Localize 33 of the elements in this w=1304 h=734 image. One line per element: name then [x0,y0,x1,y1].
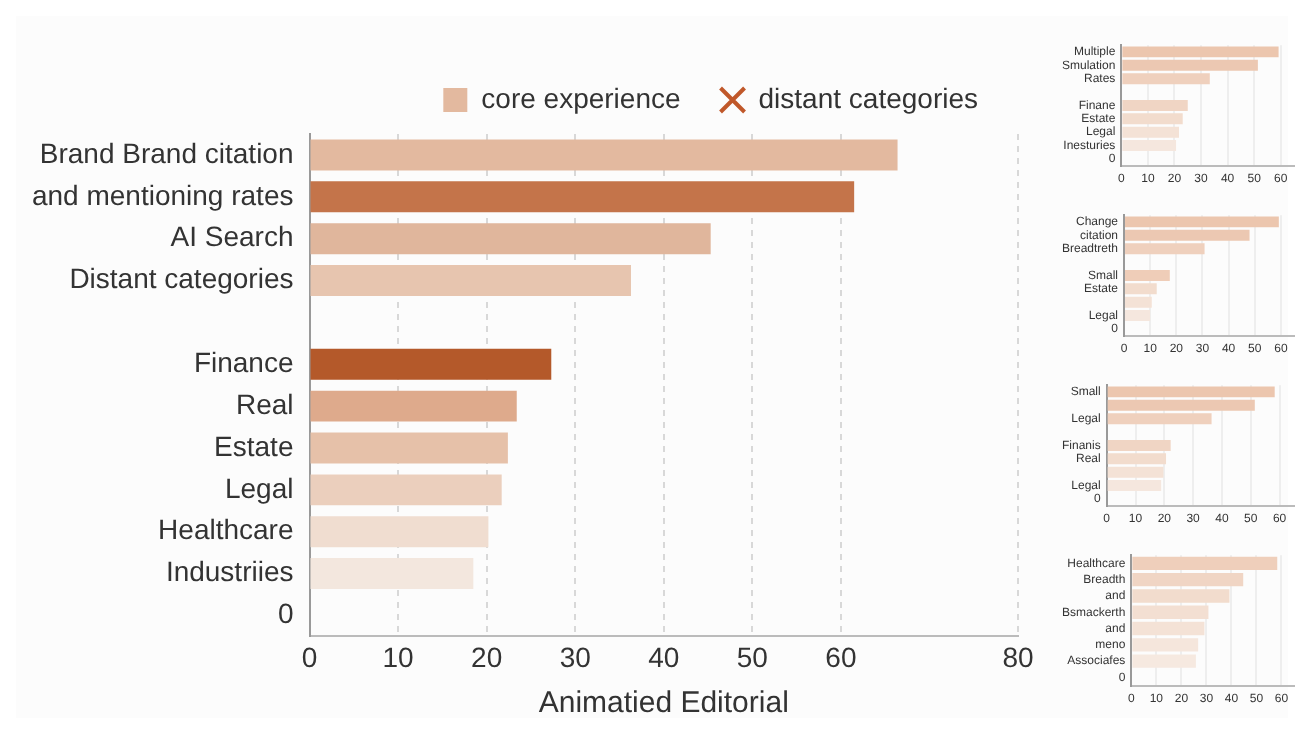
y-tick-label: Real [235,387,294,420]
x-tick-label: 40 [648,640,680,673]
bar [310,181,855,213]
x-axis-title: Animatied Editorial [538,686,789,721]
y-tick-label: Distant categories [69,262,294,295]
x-tick-label: 50 [736,640,769,673]
x-tick-label: 30 [559,640,592,673]
bar [310,558,474,590]
y-tick-label: AI Search [170,220,294,253]
y-tick-label: Brand Brand citation [39,136,294,169]
y-tick-label: Estate [214,429,294,462]
x-tick-label: 0 [301,640,318,673]
x-tick-label: 20 [471,640,503,673]
x-tick-label: 10 [382,640,415,673]
legend-label: core experience [481,81,681,114]
x-tick-label: 60 [825,640,857,673]
x-tick-label: 80 [1002,640,1034,673]
y-tick-label: Legal [224,471,294,504]
bar [310,516,489,548]
bar [310,223,711,255]
bar [310,348,552,380]
bar [310,390,517,422]
legend-label: distant categories [758,81,979,114]
y-tick-label: Finance [193,345,294,378]
bar [310,265,631,297]
y-tick-label: 0 [277,597,294,630]
y-tick-label: Healthcare [158,513,294,546]
bar [310,139,898,171]
y-tick-label: Industriies [165,555,294,588]
bar [1125,269,1170,281]
bar [310,474,502,506]
y-tick-label: and mentioning rates [31,178,294,211]
bar [310,432,508,464]
